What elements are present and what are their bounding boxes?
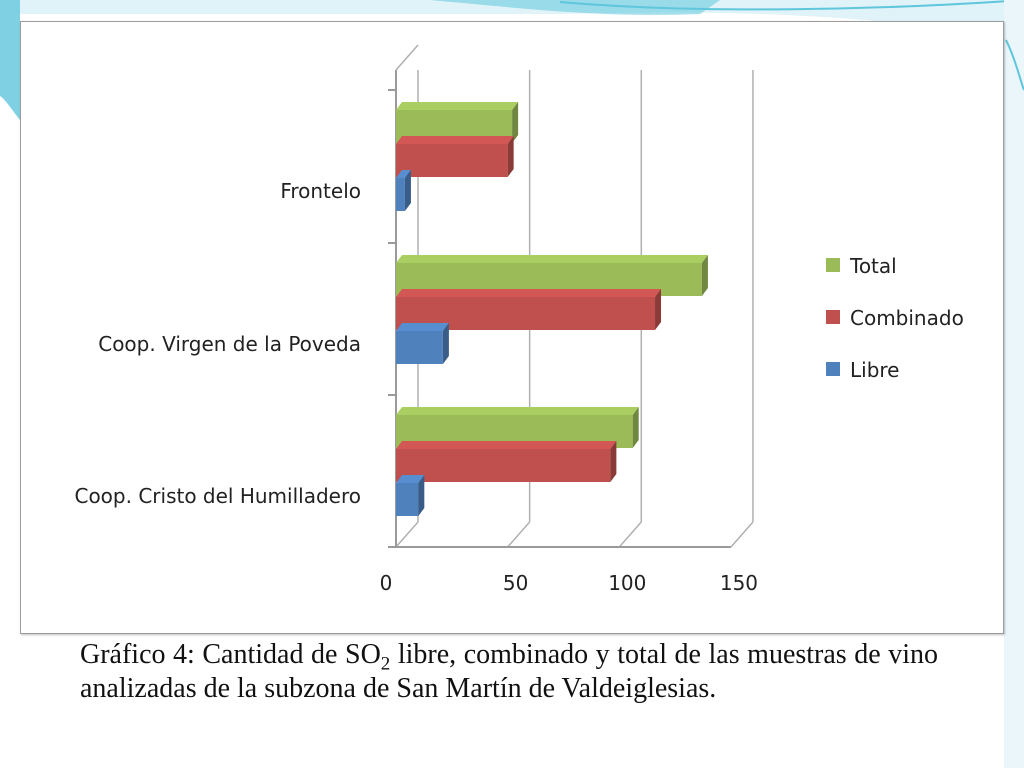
category-label: Coop. Cristo del Humilladero <box>74 484 361 508</box>
bar-side-libre <box>404 170 411 211</box>
bar-top-combinado <box>396 289 662 297</box>
bar-libre <box>396 483 419 516</box>
category-label: Coop. Virgen de la Poveda <box>98 332 361 356</box>
legend-label-libre: Libre <box>850 358 899 382</box>
bar-top-combinado <box>396 136 514 144</box>
floor-gridline <box>507 521 531 548</box>
floor-gridline <box>618 521 642 548</box>
bar-side-combinado <box>610 441 617 482</box>
legend-label-combinado: Combinado <box>850 306 964 330</box>
bar-side-total <box>701 255 708 296</box>
floor-gridline <box>395 521 419 548</box>
caption-subscript: 2 <box>380 653 391 675</box>
x-tick-label: 50 <box>503 571 528 595</box>
bar-libre <box>396 178 405 211</box>
chart-panel: Frontelo Coop. Virgen de la Poveda Coop. C… <box>20 21 1004 634</box>
bar-side-libre <box>418 475 425 516</box>
bar-side-libre <box>442 323 449 364</box>
legend-swatch-total <box>826 258 840 272</box>
legend-swatch-combinado <box>826 310 840 324</box>
category-label: Frontelo <box>280 179 361 203</box>
bar-top-libre <box>396 170 411 178</box>
bar-top-combinado <box>396 441 617 449</box>
right-wave-decoration <box>1004 0 1024 768</box>
x-tick-label: 100 <box>608 571 646 595</box>
bar-side-total <box>512 102 519 143</box>
bar-chart: Frontelo Coop. Virgen de la Poveda Coop. C… <box>74 44 964 595</box>
right-wave-line <box>1005 39 1024 91</box>
figure-caption: Gráfico 4: Cantidad de SO2 libre, combin… <box>80 638 938 706</box>
bar-side-combinado <box>655 289 662 330</box>
bar-combinado <box>396 449 611 482</box>
bar-top-total <box>396 407 639 415</box>
bar-top-total <box>396 255 708 263</box>
top-wave-accent <box>430 0 720 15</box>
bar-side-combinado <box>507 136 514 177</box>
y-axis-top <box>395 44 419 71</box>
legend-label-total: Total <box>849 254 897 278</box>
bar-libre <box>396 331 443 364</box>
bar-combinado <box>396 144 508 177</box>
bar-top-libre <box>396 475 425 483</box>
left-wave-decoration <box>0 0 20 120</box>
x-tick-label: 150 <box>720 571 758 595</box>
bar-top-total <box>396 102 519 110</box>
caption-suffix: libre, combinado y total de las muestras… <box>80 639 939 704</box>
bar-top-libre <box>396 323 449 331</box>
legend-swatch-libre <box>826 362 840 376</box>
caption-prefix: Gráfico 4: Cantidad de SO <box>80 639 381 670</box>
top-wave-line <box>559 0 1024 11</box>
bar-side-total <box>632 407 639 448</box>
x-tick-label: 0 <box>380 571 393 595</box>
floor-gridline <box>730 521 754 548</box>
